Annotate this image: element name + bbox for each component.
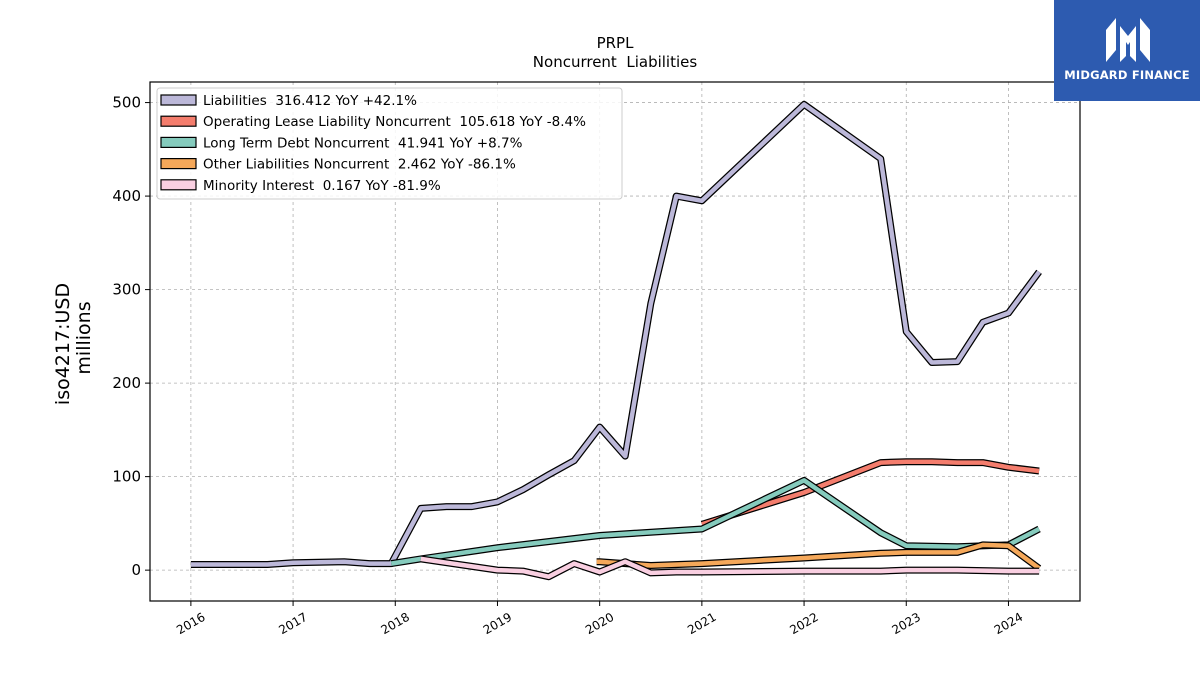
y-tick-label: 400 xyxy=(112,187,141,205)
x-tick-label: 2019 xyxy=(481,610,514,637)
series-minority_interest xyxy=(420,555,1040,581)
legend-label: Liabilities 316.412 YoY +42.1% xyxy=(203,93,417,109)
x-tick-label: 2022 xyxy=(787,610,820,637)
y-axis-label: iso4217:USD xyxy=(52,283,74,405)
chart-subtitle: Noncurrent Liabilities xyxy=(533,53,698,71)
legend-label: Long Term Debt Noncurrent 41.941 YoY +8.… xyxy=(203,135,523,151)
y-tick-label: 200 xyxy=(112,374,141,392)
x-tick-label: 2023 xyxy=(890,610,923,637)
x-tick-label: 2020 xyxy=(583,610,616,637)
x-tick-label: 2017 xyxy=(276,610,309,637)
brand-logo: MIDGARD FINANCE xyxy=(1054,0,1200,101)
midgard-logo-icon xyxy=(1106,18,1150,62)
series-operating_lease xyxy=(700,458,1040,528)
plot-frame xyxy=(149,81,1081,602)
series-other_liabilities xyxy=(596,541,1042,572)
legend-swatch xyxy=(160,179,197,191)
series-line xyxy=(701,459,1040,527)
legend-swatch xyxy=(160,115,197,127)
y-tick-label: 300 xyxy=(112,281,141,299)
chart-title: PRPL xyxy=(597,34,635,52)
legend-swatch xyxy=(160,136,197,148)
legend-swatch xyxy=(160,158,197,170)
series-line xyxy=(420,556,1040,579)
y-tick-label: 100 xyxy=(112,468,141,486)
brand-logo-text: MIDGARD FINANCE xyxy=(1064,68,1190,82)
legend-label: Other Liabilities Noncurrent 2.462 YoY -… xyxy=(203,157,516,173)
data-series xyxy=(190,100,1042,581)
legend-label: Minority Interest 0.167 YoY -81.9% xyxy=(203,178,441,194)
series-outline xyxy=(700,458,1040,528)
series-liabilities xyxy=(190,100,1042,568)
y-tick-label: 500 xyxy=(112,94,141,112)
legend: Liabilities 316.412 YoY +42.1% Operating … xyxy=(156,87,623,200)
x-tick-label: 2021 xyxy=(685,610,718,637)
legend-label: Operating Lease Liability Noncurrent 105… xyxy=(203,114,586,130)
y-axis-unit-label: millions xyxy=(73,301,95,374)
x-tick-label: 2024 xyxy=(992,610,1025,637)
legend-box xyxy=(156,87,623,200)
x-tick-label: 2018 xyxy=(379,610,412,637)
series-line xyxy=(190,102,1041,567)
y-tick-label: 0 xyxy=(131,561,141,579)
x-tick-label: 2016 xyxy=(174,610,207,637)
series-line xyxy=(596,542,1041,571)
legend-swatch xyxy=(160,94,197,106)
